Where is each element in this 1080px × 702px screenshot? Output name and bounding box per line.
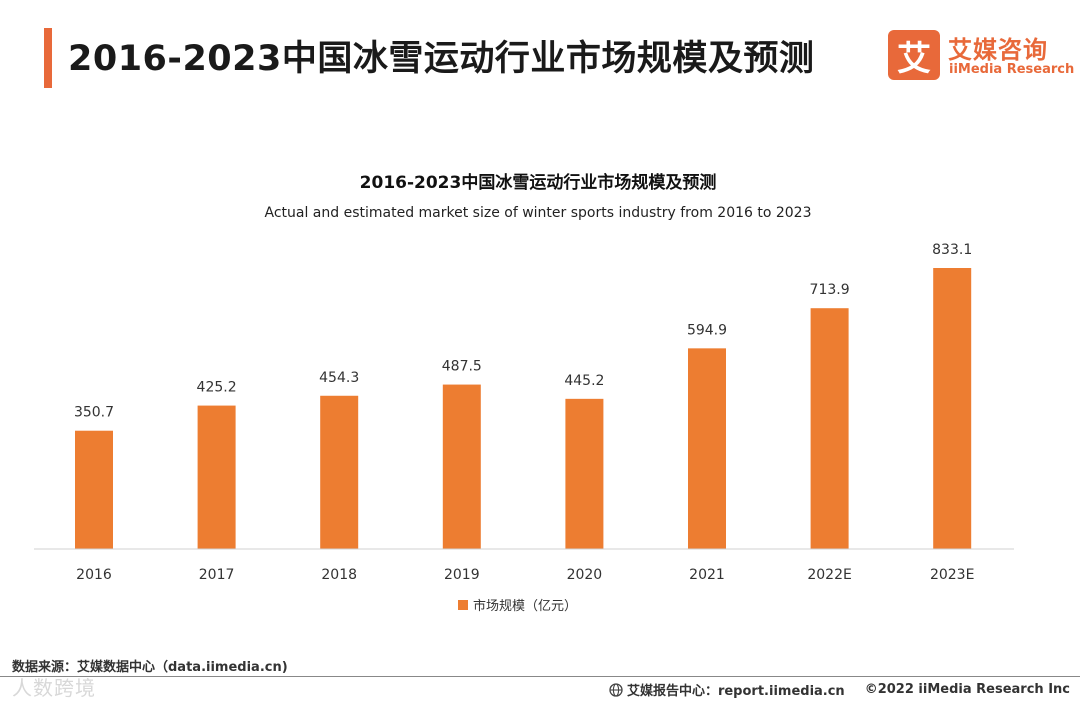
brand-logo: 艾 艾媒咨询 iiMedia Research bbox=[888, 30, 1074, 82]
legend-swatch bbox=[458, 600, 468, 610]
chart-subtitle: Actual and estimated market size of wint… bbox=[264, 205, 811, 221]
value-label-2019: 487.5 bbox=[442, 359, 482, 375]
x-tick-2017: 2017 bbox=[199, 567, 235, 583]
watermark: 人数跨境 bbox=[12, 676, 96, 700]
footer: 艾媒报告中心：report.iimedia.cn ©2022 iiMedia R… bbox=[609, 680, 1070, 699]
value-label-2020: 445.2 bbox=[564, 373, 604, 389]
value-label-2016: 350.7 bbox=[74, 405, 114, 421]
bar-2018 bbox=[320, 395, 359, 549]
globe-icon bbox=[609, 682, 623, 697]
x-tick-2023E: 2023E bbox=[930, 567, 974, 583]
value-label-2018: 454.3 bbox=[319, 370, 359, 386]
bars-group: 350.7 2016 425.2 2017 454.3 2018 487.5 2019 445.… bbox=[74, 242, 974, 583]
x-tick-2021: 2021 bbox=[689, 567, 725, 583]
value-label-2021: 594.9 bbox=[687, 322, 727, 338]
bar-2022E bbox=[810, 308, 849, 549]
report-center-link[interactable]: 艾媒报告中心：report.iimedia.cn bbox=[626, 684, 845, 699]
title-accent-bar bbox=[44, 28, 52, 88]
bar-2021 bbox=[688, 348, 726, 549]
legend: 市场规模（亿元） bbox=[458, 598, 577, 614]
bar-2023E bbox=[933, 268, 972, 549]
x-tick-2022E: 2022E bbox=[807, 567, 851, 583]
value-label-2023E: 833.1 bbox=[932, 242, 972, 258]
x-tick-2016: 2016 bbox=[76, 567, 112, 583]
bar-2017 bbox=[197, 405, 236, 549]
bar-2019 bbox=[442, 384, 481, 549]
x-tick-2019: 2019 bbox=[444, 567, 480, 583]
value-label-2017: 425.2 bbox=[197, 380, 237, 396]
footer-divider bbox=[0, 676, 1080, 677]
logo-name-en: iiMedia Research bbox=[949, 62, 1075, 77]
bar-2020 bbox=[565, 398, 604, 549]
logo-name-cn: 艾媒咨询 bbox=[948, 36, 1048, 64]
page-title: 2016-2023中国冰雪运动行业市场规模及预测 bbox=[68, 39, 815, 79]
x-tick-2020: 2020 bbox=[567, 567, 603, 583]
chart-title: 2016-2023中国冰雪运动行业市场规模及预测 bbox=[360, 172, 717, 193]
bar-2016 bbox=[75, 430, 113, 549]
data-source: 数据来源：艾媒数据中心（data.iimedia.cn) bbox=[12, 660, 288, 675]
legend-label: 市场规模（亿元） bbox=[473, 598, 577, 614]
copyright: ©2022 iiMedia Research Inc bbox=[864, 682, 1070, 697]
x-tick-2018: 2018 bbox=[321, 567, 357, 583]
value-label-2022E: 713.9 bbox=[810, 282, 850, 298]
logo-mark: 艾 bbox=[888, 30, 940, 80]
